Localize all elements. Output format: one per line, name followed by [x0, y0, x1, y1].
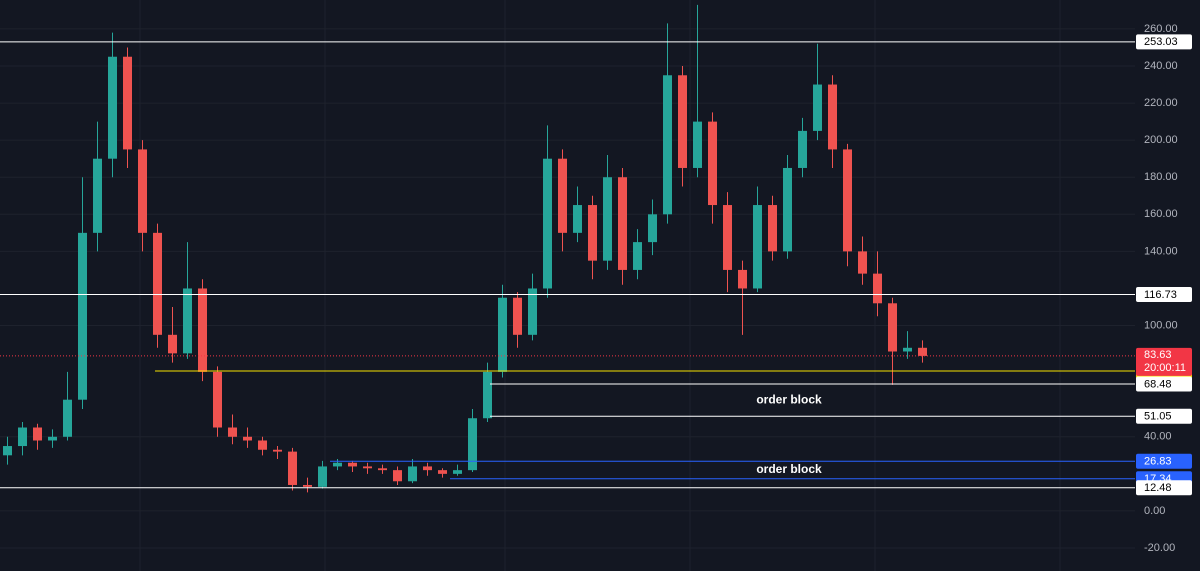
candle-body	[63, 399, 72, 437]
candle-body	[558, 158, 567, 233]
candle-body	[123, 56, 132, 150]
candle-body	[108, 56, 117, 159]
y-tick-label: 260.00	[1144, 23, 1178, 35]
candle-body	[753, 205, 762, 289]
last-price-label: 83.63	[1144, 349, 1172, 361]
candle-body	[603, 177, 612, 261]
annotation: order block	[756, 392, 822, 406]
candle-body	[618, 177, 627, 270]
candle-body	[573, 205, 582, 233]
level-label: 51.05	[1144, 411, 1172, 423]
candle-body	[423, 466, 432, 471]
candle-body	[648, 214, 657, 243]
candle-body	[243, 436, 252, 441]
level-label-box	[1136, 34, 1192, 50]
candle-body	[288, 451, 297, 485]
candle-body	[708, 121, 717, 206]
level-label-box	[1136, 376, 1192, 392]
y-tick-label: 140.00	[1144, 245, 1178, 257]
candle-body	[588, 205, 597, 261]
level-label: 253.03	[1144, 36, 1178, 48]
level-label-box	[1136, 480, 1192, 496]
candle-body	[513, 297, 522, 335]
y-tick-label: 40.00	[1144, 431, 1172, 443]
candle-body	[633, 242, 642, 270]
candle-body	[378, 468, 387, 471]
candle-body	[348, 462, 357, 467]
candle-body	[213, 371, 222, 428]
level-label: 68.48	[1144, 378, 1172, 390]
candle-body	[678, 75, 687, 168]
candle-body	[333, 462, 342, 467]
y-tick-label: 240.00	[1144, 60, 1178, 72]
candle-body	[138, 149, 147, 233]
candle-body	[48, 436, 57, 441]
candle-body	[93, 158, 102, 233]
candle-body	[153, 232, 162, 335]
level-label-box	[1136, 453, 1192, 469]
candle-body	[393, 470, 402, 482]
candle-body	[198, 288, 207, 372]
level-label: 12.48	[1144, 482, 1172, 494]
candle-body	[303, 484, 312, 487]
candle-body	[408, 466, 417, 482]
candle-body	[498, 297, 507, 372]
y-tick-label: 160.00	[1144, 208, 1178, 220]
last-price-box	[1136, 347, 1192, 376]
candle-body	[723, 205, 732, 270]
y-tick-label: -20.00	[1144, 542, 1175, 554]
candle-body	[453, 470, 462, 474]
candle-body	[663, 75, 672, 215]
y-tick-label: 100.00	[1144, 319, 1178, 331]
candle-body	[78, 232, 87, 400]
candle-body	[318, 466, 327, 487]
candle-body	[783, 167, 792, 252]
candle-body	[438, 470, 447, 474]
candle-body	[888, 303, 897, 352]
countdown-label: 20:00:11	[1144, 362, 1186, 374]
y-tick-label: 0.00	[1144, 505, 1165, 517]
candle-body	[543, 158, 552, 289]
candle-body	[738, 269, 747, 289]
level-label: 116.73	[1144, 289, 1177, 301]
candle-body	[168, 334, 177, 354]
candle-body	[18, 427, 27, 447]
candle-body	[468, 418, 477, 471]
candle-body	[813, 84, 822, 131]
annotation: order block	[756, 462, 822, 476]
candle-body	[528, 288, 537, 335]
candle-body	[363, 466, 372, 469]
candle-body	[228, 427, 237, 437]
candle-body	[183, 288, 192, 354]
y-tick-label: 200.00	[1144, 134, 1178, 146]
candle-body	[918, 347, 927, 356]
candle-body	[3, 446, 12, 456]
level-label-box	[1136, 287, 1192, 303]
candle-body	[483, 371, 492, 419]
candle-body	[693, 121, 702, 168]
candle-body	[768, 205, 777, 252]
candle-body	[33, 427, 42, 441]
candle-body	[798, 130, 807, 168]
candle-body	[828, 84, 837, 150]
y-tick-label: 180.00	[1144, 171, 1178, 183]
candle-body	[903, 347, 912, 352]
y-tick-label: 220.00	[1144, 97, 1178, 109]
candle-body	[843, 149, 852, 252]
candle-body	[273, 449, 282, 452]
level-label-box	[1136, 408, 1192, 424]
candle-body	[858, 251, 867, 274]
candle-body	[258, 440, 267, 450]
candle-body	[873, 273, 882, 304]
level-label: 26.83	[1144, 456, 1172, 468]
